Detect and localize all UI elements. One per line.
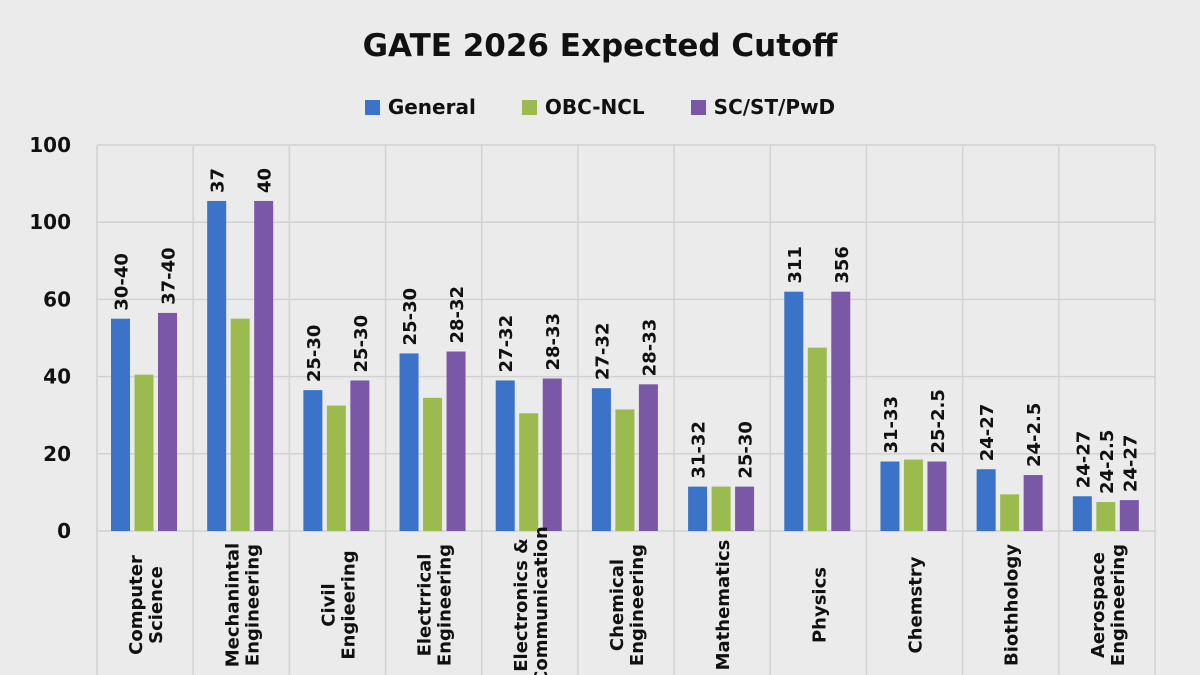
- bar-general: [111, 318, 130, 531]
- data-label: 25-30: [351, 315, 372, 373]
- legend-label: OBC-NCL: [544, 95, 645, 119]
- data-label: 28-33: [543, 313, 564, 371]
- bar-obc-ncl: [519, 413, 539, 531]
- legend: General OBC-NCL SC/ST/PwD: [0, 95, 1200, 119]
- data-label: 24-2.5: [1097, 430, 1118, 494]
- x-category-label: Communication: [531, 526, 552, 675]
- y-tick-label: 40: [43, 365, 71, 389]
- bar-general: [207, 200, 227, 531]
- x-category-label: Mathematics: [713, 540, 734, 671]
- bar-obc-ncl: [423, 397, 443, 531]
- x-category-label: Chemstry: [906, 556, 927, 653]
- bar-obc-ncl: [1096, 502, 1116, 531]
- y-tick-label: 60: [43, 287, 71, 311]
- x-category-label: Aerospace: [1088, 552, 1109, 658]
- x-category-label: Engineering: [627, 544, 648, 666]
- data-label: 25-30: [400, 288, 421, 346]
- data-label: 24-27: [1073, 431, 1094, 489]
- data-label: 311: [785, 246, 806, 284]
- data-label: 28-32: [447, 286, 468, 344]
- bar-sc-st-pwd: [735, 486, 755, 531]
- bar-general: [880, 461, 900, 531]
- bar-sc-st-pwd: [446, 351, 466, 531]
- bar-sc-st-pwd: [158, 312, 177, 531]
- legend-label: SC/ST/PwD: [713, 95, 836, 119]
- bar-sc-st-pwd: [542, 378, 562, 531]
- y-tick-label: 20: [43, 442, 71, 466]
- y-tick-label: 100: [29, 133, 71, 157]
- data-label: 27-32: [496, 315, 517, 373]
- legend-item-general: General: [364, 95, 476, 119]
- data-label: 25-30: [736, 421, 757, 479]
- x-category-label: Mechanintal: [222, 543, 243, 667]
- data-label: 356: [832, 246, 853, 284]
- data-label: 31-32: [689, 421, 710, 479]
- legend-swatch: [521, 99, 537, 115]
- bar-general: [976, 469, 996, 531]
- x-category-label: Electronics &: [511, 538, 532, 672]
- bar-obc-ncl: [326, 405, 346, 531]
- legend-swatch: [364, 99, 380, 115]
- bar-obc-ncl: [230, 318, 250, 531]
- x-category-label: Electrrical: [415, 554, 436, 657]
- x-category-label: Chemical: [607, 559, 628, 651]
- x-category-label: Biothhology: [1002, 544, 1023, 666]
- bar-sc-st-pwd: [350, 380, 370, 531]
- data-label: 30-40: [112, 253, 133, 311]
- bar-general: [495, 380, 515, 531]
- data-label: 40: [255, 168, 276, 193]
- bar-general: [688, 486, 708, 531]
- x-category-label: Engineering: [435, 544, 456, 666]
- bar-sc-st-pwd: [1023, 475, 1043, 531]
- data-label: 31-33: [881, 396, 902, 454]
- x-category-label: Engineering: [1108, 544, 1129, 666]
- y-tick-label: 0: [57, 519, 71, 543]
- data-label: 25-30: [304, 325, 325, 383]
- data-label: 25-2.5: [928, 389, 949, 453]
- x-category-label: Civil: [318, 583, 339, 626]
- legend-label: General: [387, 95, 476, 119]
- bar-sc-st-pwd: [831, 291, 851, 531]
- bar-obc-ncl: [807, 347, 827, 531]
- x-category-label: Engineering: [242, 544, 263, 666]
- data-label: 24-27: [1120, 435, 1141, 493]
- bar-general: [1072, 496, 1092, 531]
- bar-obc-ncl: [615, 409, 635, 531]
- x-category-label: Engieering: [338, 550, 359, 659]
- bar-general: [784, 291, 804, 531]
- bar-obc-ncl: [903, 459, 923, 531]
- bar-obc-ncl: [134, 374, 154, 531]
- bar-sc-st-pwd: [1119, 500, 1139, 531]
- data-label: 27-32: [592, 323, 613, 381]
- chart-title: GATE 2026 Expected Cutoff: [362, 28, 838, 64]
- bar-obc-ncl: [711, 486, 731, 531]
- data-label: 28-33: [639, 319, 660, 377]
- bar-obc-ncl: [1000, 494, 1020, 531]
- legend-swatch: [690, 99, 706, 115]
- bar-general: [399, 353, 419, 531]
- bar-general: [303, 390, 323, 531]
- x-category-label: Science: [146, 566, 167, 644]
- bar-sc-st-pwd: [254, 200, 274, 531]
- bar-general: [591, 388, 611, 531]
- legend-item-obc: OBC-NCL: [521, 95, 645, 119]
- bar-sc-st-pwd: [927, 461, 947, 531]
- data-label: 24-2.5: [1024, 403, 1045, 467]
- x-category-label: Physics: [809, 567, 830, 643]
- bar-sc-st-pwd: [638, 384, 658, 531]
- data-label: 24-27: [977, 404, 998, 462]
- x-category-label: Computer: [126, 555, 147, 655]
- data-label: 37: [208, 168, 229, 193]
- y-tick-label: 100: [29, 210, 71, 234]
- legend-item-sc-st-pwd: SC/ST/PwD: [690, 95, 836, 119]
- data-label: 37-40: [159, 247, 180, 305]
